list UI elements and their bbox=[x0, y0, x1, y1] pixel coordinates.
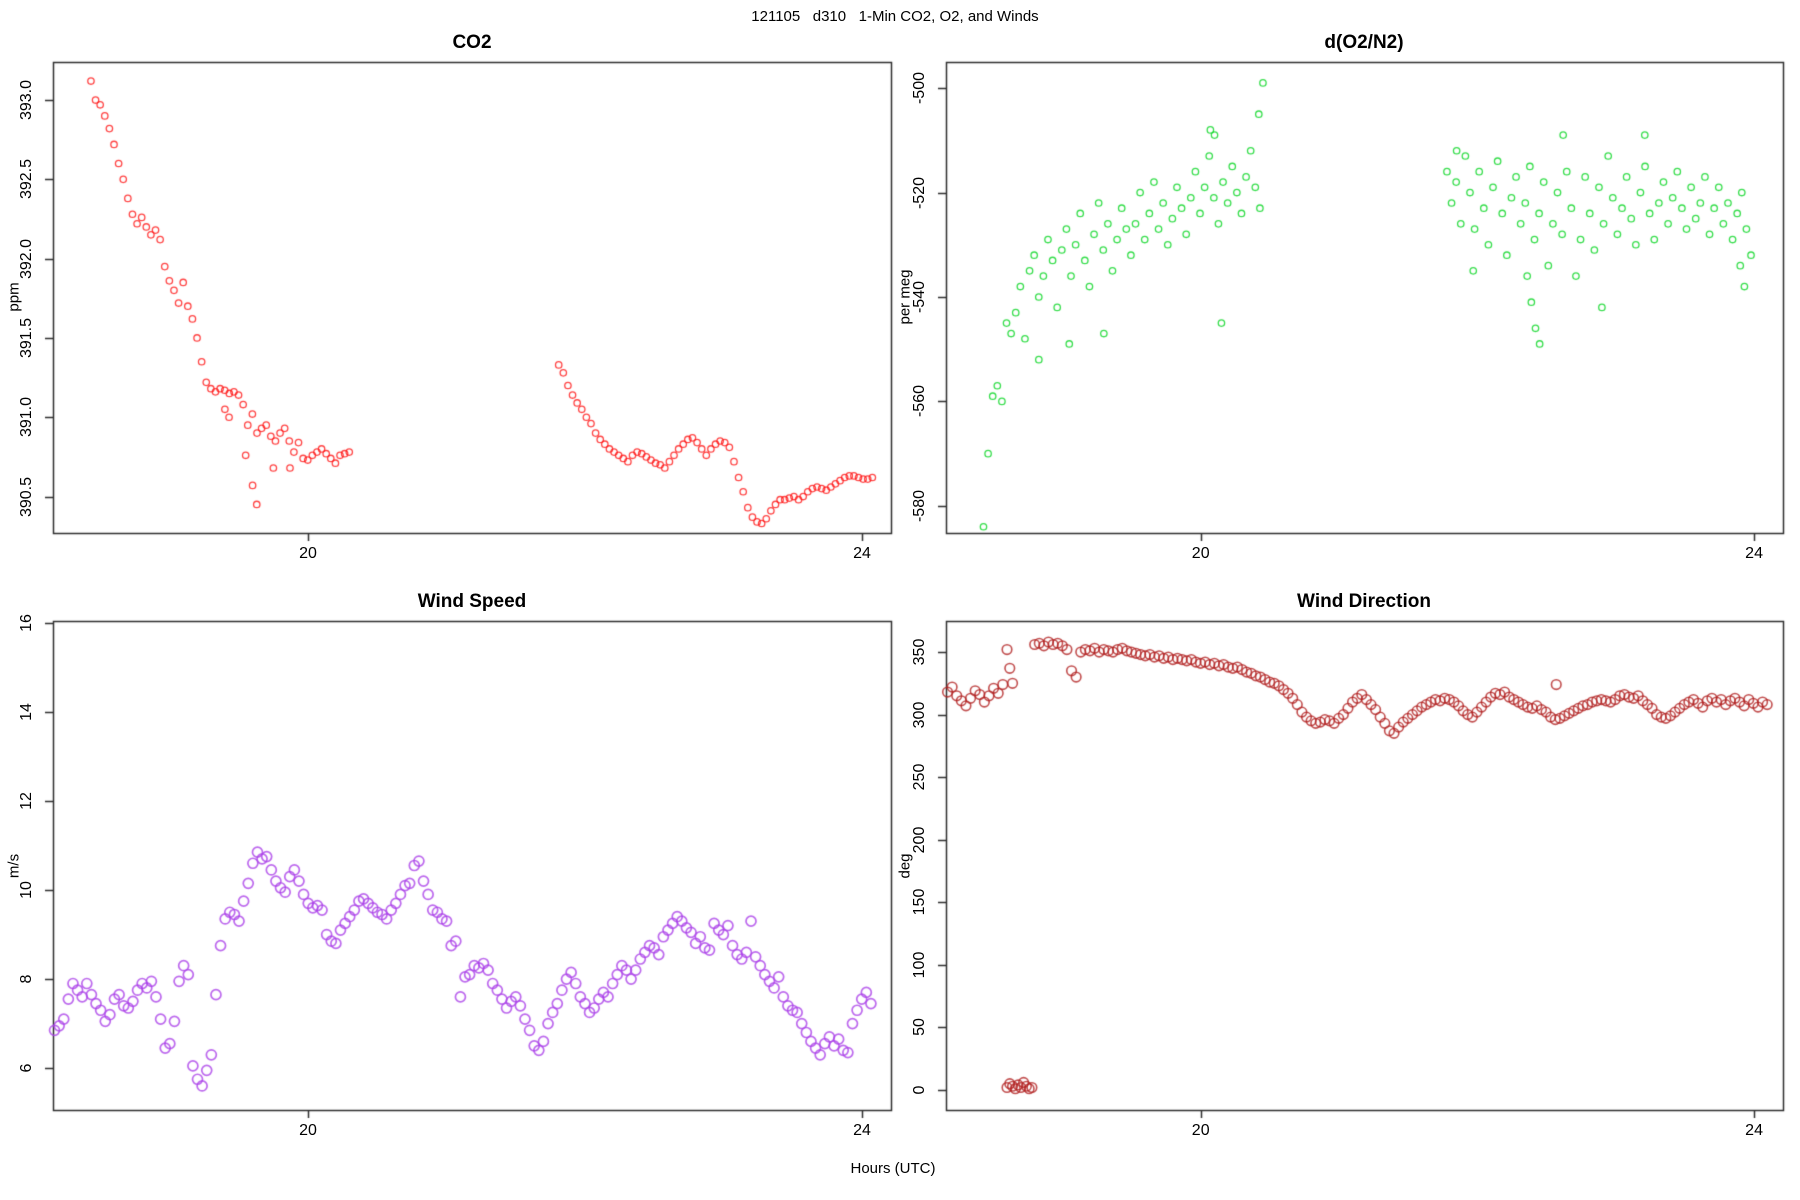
wind-direction-y-tick-label: 0 bbox=[911, 1085, 928, 1095]
wind-direction-y-tick-label: 100 bbox=[911, 951, 928, 979]
wind-direction-x-tick-label: 24 bbox=[1745, 1122, 1763, 1139]
wind-direction-y-tick-label: 150 bbox=[911, 888, 928, 916]
co2-x-tick-label: 24 bbox=[853, 545, 871, 562]
figure-title: 121105 d310 1-Min CO2, O2, and Winds bbox=[751, 8, 1039, 25]
panel-title-o2n2: d(O2/N2) bbox=[1324, 32, 1404, 53]
o2n2-y-tick-label: -540 bbox=[911, 280, 928, 313]
co2-x-tick-label: 20 bbox=[299, 545, 317, 562]
x-axis-title: Hours (UTC) bbox=[850, 1160, 936, 1177]
o2n2-y-tick-label: -520 bbox=[911, 176, 928, 209]
o2n2-y-tick-label: -560 bbox=[911, 385, 928, 418]
panel-title-wind-speed: Wind Speed bbox=[417, 591, 527, 612]
wind-direction-y-tick-label: 350 bbox=[911, 638, 928, 666]
o2n2-x-tick-label: 24 bbox=[1745, 545, 1763, 562]
co2-y-tick-label: 391.0 bbox=[18, 397, 35, 438]
o2n2-y-tick-label: -500 bbox=[911, 72, 928, 105]
y-axis-title-ppm: ppm bbox=[5, 282, 23, 312]
o2n2-x-tick-label: 20 bbox=[1191, 545, 1210, 562]
wind-speed-y-tick-label: 14 bbox=[18, 702, 35, 721]
y-axis-title-ms: m/s bbox=[5, 853, 23, 879]
co2-y-tick-label: 392.5 bbox=[18, 159, 35, 200]
wind-direction-x-tick-label: 20 bbox=[1191, 1122, 1210, 1139]
co2-y-tick-label: 390.5 bbox=[18, 476, 35, 517]
wind-speed-x-tick-label: 24 bbox=[853, 1122, 871, 1139]
y-axis-title-deg: deg bbox=[896, 853, 914, 879]
co2-y-tick-label: 392.0 bbox=[18, 238, 35, 279]
wind-direction-y-tick-label: 200 bbox=[911, 826, 928, 854]
panel-title-wind-direction: Wind Direction bbox=[1297, 591, 1431, 612]
wind-direction-y-tick-label: 300 bbox=[911, 701, 928, 728]
wind-speed-y-tick-label: 10 bbox=[18, 881, 35, 899]
co2-y-tick-label: 391.5 bbox=[18, 317, 35, 358]
o2n2-y-tick-label: -580 bbox=[911, 489, 928, 522]
wind-direction-y-tick-label: 50 bbox=[911, 1018, 928, 1037]
wind-speed-y-tick-label: 6 bbox=[18, 1063, 35, 1073]
panel-title-co2: CO2 bbox=[452, 32, 492, 53]
wind-speed-y-tick-label: 12 bbox=[18, 792, 35, 810]
wind-speed-y-tick-label: 8 bbox=[18, 974, 35, 984]
wind-speed-x-tick-label: 20 bbox=[299, 1122, 317, 1139]
wind-direction-y-tick-label: 250 bbox=[911, 763, 928, 791]
wind-speed-y-tick-label: 16 bbox=[18, 613, 35, 632]
co2-y-tick-label: 393.0 bbox=[18, 80, 35, 121]
